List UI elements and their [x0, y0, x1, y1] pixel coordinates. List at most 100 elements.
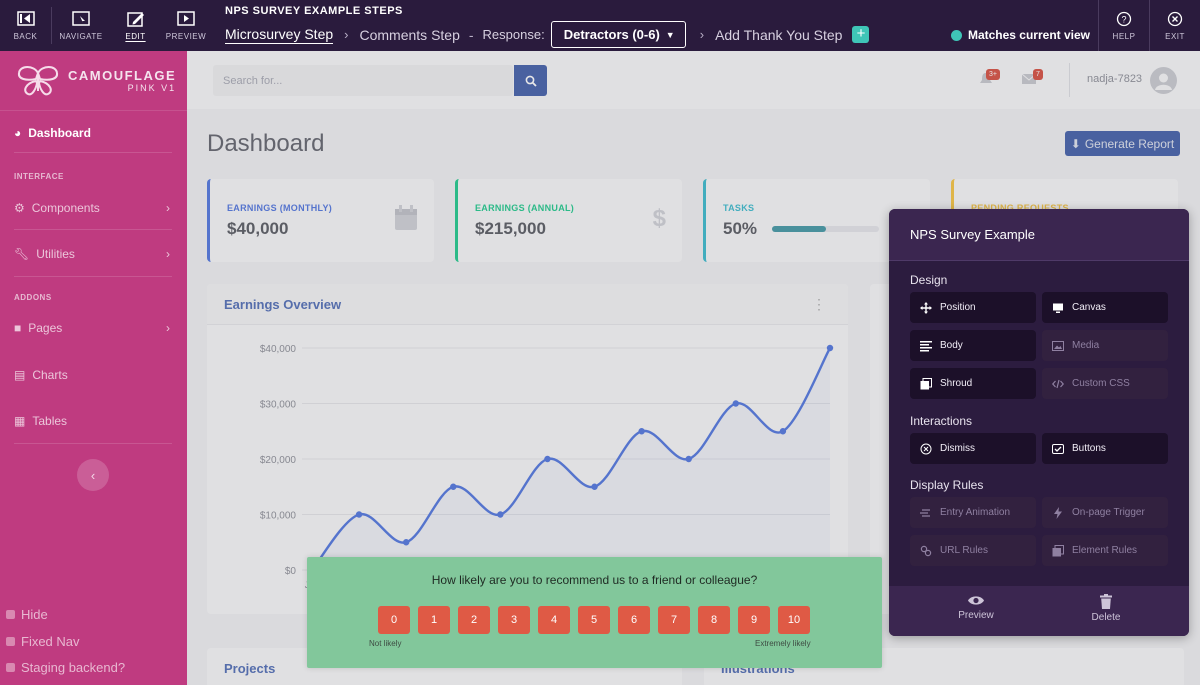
nps-score-button[interactable]: 5: [578, 606, 610, 634]
sidebar-divider: [14, 152, 172, 153]
shroud-label: Shroud: [940, 378, 973, 389]
sidebar-item-components[interactable]: ⚙ Components ›: [14, 201, 172, 215]
position-label: Position: [940, 302, 976, 313]
data-point: [779, 428, 787, 435]
more-options-icon[interactable]: ⋮: [812, 296, 826, 312]
buttons-label: Buttons: [1072, 443, 1106, 454]
monitor-icon: [1052, 302, 1064, 314]
shroud-button[interactable]: Shroud: [910, 368, 1036, 399]
step-microsurvey[interactable]: Microsurvey Step: [225, 25, 334, 44]
generate-report-button[interactable]: ⬇︎ Generate Report: [1065, 131, 1180, 156]
username[interactable]: nadja-7823: [1087, 73, 1143, 85]
fixed-nav-toggle[interactable]: Fixed Nav: [6, 634, 80, 649]
y-tick-label: $20,000: [260, 455, 297, 466]
nps-score-button[interactable]: 6: [618, 606, 650, 634]
panel-preview-button[interactable]: Preview: [946, 594, 1006, 621]
sidebar-item-utilities[interactable]: 🔧︎ Utilities ›: [14, 247, 172, 261]
checkbox[interactable]: [6, 663, 15, 672]
sidebar-item-dashboard[interactable]: ◕ Dashboard: [14, 126, 172, 140]
element-rules-button[interactable]: Element Rules: [1042, 535, 1168, 566]
move-icon: [920, 301, 932, 314]
nps-score-button[interactable]: 10: [778, 606, 810, 634]
add-step-button[interactable]: +: [852, 26, 870, 43]
nps-high-label: Extremely likely: [755, 639, 811, 648]
folder-icon: ■: [14, 321, 22, 335]
tasks-progress-bar: [772, 226, 879, 232]
position-button[interactable]: Position: [910, 292, 1036, 323]
edit-label: EDIT: [125, 31, 146, 41]
panel-delete-button[interactable]: Delete: [1076, 594, 1136, 623]
entry-animation-button[interactable]: Entry Animation: [910, 497, 1036, 528]
hide-toggle[interactable]: Hide: [6, 607, 48, 622]
navigate-label: NAVIGATE: [59, 31, 103, 41]
panel-delete-label: Delete: [1091, 612, 1121, 623]
search-button[interactable]: [514, 65, 547, 96]
nps-score-button[interactable]: 2: [458, 606, 490, 634]
checkbox[interactable]: [6, 637, 15, 646]
help-button[interactable]: ? HELP: [1098, 0, 1149, 51]
chevron-right-icon: ›: [344, 27, 349, 42]
exit-label: EXIT: [1165, 31, 1185, 41]
sidebar-item-charts[interactable]: ▤ Charts: [14, 368, 172, 382]
nps-score-button[interactable]: 3: [498, 606, 530, 634]
sidebar-divider: [14, 229, 172, 230]
nps-score-button[interactable]: 7: [658, 606, 690, 634]
dismiss-button[interactable]: Dismiss: [910, 433, 1036, 464]
response-label: Response:: [482, 27, 545, 42]
sidebar-item-label: Pages: [28, 321, 63, 335]
editor-toolbar: BACK NAVIGATE EDIT PREVIEW NPS SURVEY EX…: [0, 0, 1200, 51]
user-icon: [1155, 73, 1172, 90]
gear-icon: ⚙: [14, 201, 25, 215]
card-value: $40,000: [227, 219, 289, 238]
nps-score-button[interactable]: 8: [698, 606, 730, 634]
step-add-thank-you[interactable]: Add Thank You Step: [715, 26, 843, 43]
survey-editor-panel: NPS Survey Example Design Position Canva…: [889, 209, 1189, 636]
avatar[interactable]: [1150, 67, 1177, 94]
brand-sub: PINK V1: [127, 82, 177, 93]
edit-icon: [126, 11, 145, 27]
nps-score-button[interactable]: 1: [418, 606, 450, 634]
trash-icon: [1100, 594, 1112, 609]
buttons-button[interactable]: Buttons: [1042, 433, 1168, 464]
back-button[interactable]: BACK: [0, 0, 51, 51]
page-title: Dashboard: [207, 130, 325, 157]
chevron-right-icon: ›: [166, 201, 170, 215]
sidebar-item-pages[interactable]: ■ Pages ›: [14, 321, 172, 335]
back-icon: [16, 11, 35, 27]
data-point: [591, 483, 598, 490]
chevron-right-icon: ›: [166, 321, 170, 335]
topbar-divider: [1069, 63, 1070, 97]
brand[interactable]: CAMOUFLAGE PINK V1: [0, 51, 187, 111]
code-icon: [1052, 378, 1064, 390]
staging-backend-toggle[interactable]: Staging backend?: [6, 660, 125, 675]
checkbox[interactable]: [6, 610, 15, 619]
url-rules-button[interactable]: URL Rules: [910, 535, 1036, 566]
close-circle-icon: [920, 443, 932, 455]
body-button[interactable]: Body: [910, 330, 1036, 361]
nps-score-button[interactable]: 9: [738, 606, 770, 634]
y-tick-label: $0: [285, 566, 297, 577]
nps-score-button[interactable]: 4: [538, 606, 570, 634]
search-input[interactable]: Search for...: [213, 65, 513, 96]
panel-footer: Preview Delete: [889, 586, 1189, 636]
sidebar-item-tables[interactable]: ▦ Tables: [14, 414, 172, 428]
sidebar-toggle-button[interactable]: ‹: [77, 459, 109, 491]
preview-toolbar-button[interactable]: PREVIEW: [161, 0, 211, 51]
navigate-button[interactable]: NAVIGATE: [52, 0, 110, 51]
element-rules-label: Element Rules: [1072, 545, 1138, 556]
nps-score-button[interactable]: 0: [378, 606, 410, 634]
generate-report-label: Generate Report: [1084, 136, 1175, 151]
preview-icon: [177, 11, 195, 27]
response-select[interactable]: Detractors (0-6) ▼: [550, 21, 686, 48]
exit-button[interactable]: EXIT: [1149, 0, 1200, 51]
on-page-trigger-button[interactable]: On-page Trigger: [1042, 497, 1168, 528]
edit-button[interactable]: EDIT: [110, 0, 161, 51]
step-comments[interactable]: Comments Step: [359, 26, 460, 43]
media-button[interactable]: Media: [1042, 330, 1168, 361]
canvas-button[interactable]: Canvas: [1042, 292, 1168, 323]
panel-preview-label: Preview: [958, 610, 994, 621]
display-rules-heading: Display Rules: [910, 478, 984, 492]
panel-title: NPS Survey Example: [889, 209, 1189, 261]
on-page-trigger-label: On-page Trigger: [1072, 507, 1145, 518]
custom-css-button[interactable]: Custom CSS: [1042, 368, 1168, 399]
